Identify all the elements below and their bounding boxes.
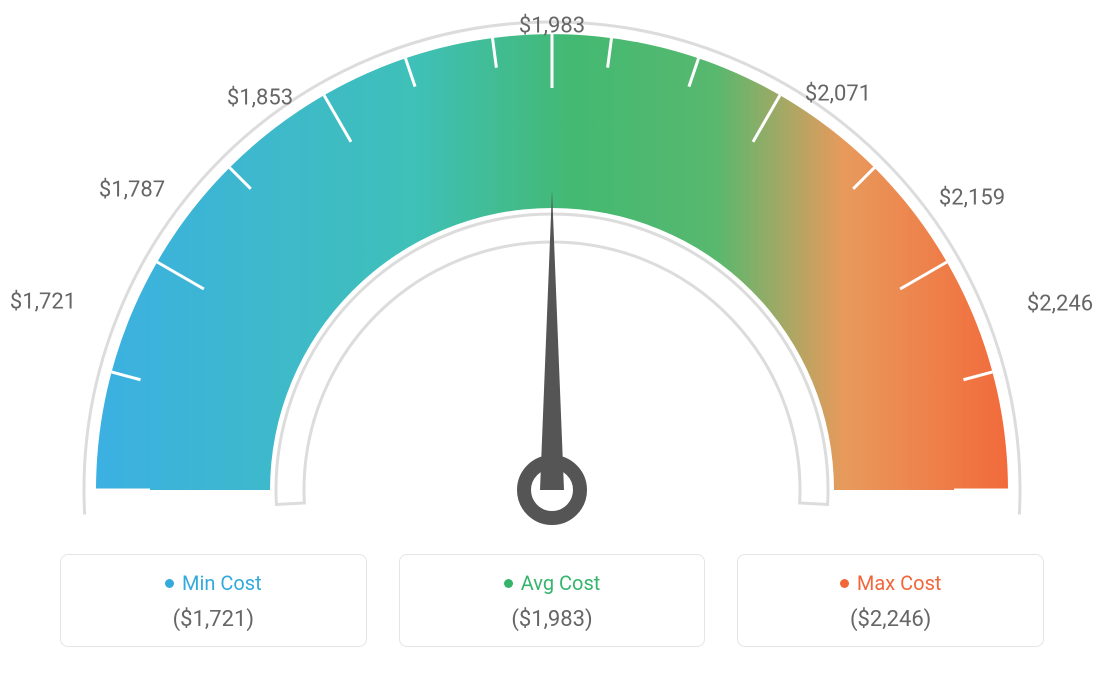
gauge-tick-labels: $1,721 $1,787 $1,853 $1,983 $2,071 $2,159 $2,2… xyxy=(0,0,1104,540)
legend-row: Min Cost ($1,721) Avg Cost ($1,983) Max Cost… xyxy=(0,540,1104,647)
gauge-tick-label: $2,159 xyxy=(939,186,1005,211)
gauge-tick-label: $1,721 xyxy=(10,290,76,315)
legend-head: Avg Cost xyxy=(412,571,693,595)
legend-head: Max Cost xyxy=(750,571,1031,595)
legend-label: Min Cost xyxy=(182,571,262,595)
legend-card-max: Max Cost ($2,246) xyxy=(737,554,1044,647)
legend-value: ($1,983) xyxy=(412,607,693,632)
gauge-tick-label: $2,246 xyxy=(1027,292,1093,317)
gauge-tick-label: $1,983 xyxy=(519,14,585,39)
legend-value: ($2,246) xyxy=(750,607,1031,632)
gauge-tick-label: $1,787 xyxy=(99,178,165,203)
legend-label: Max Cost xyxy=(857,571,942,595)
gauge-tick-label: $2,071 xyxy=(805,82,871,107)
legend-card-min: Min Cost ($1,721) xyxy=(60,554,367,647)
legend-value: ($1,721) xyxy=(73,607,354,632)
legend-dot-min xyxy=(165,579,174,588)
legend-head: Min Cost xyxy=(73,571,354,595)
legend-dot-max xyxy=(840,579,849,588)
legend-label: Avg Cost xyxy=(521,571,601,595)
legend-dot-avg xyxy=(504,579,513,588)
legend-card-avg: Avg Cost ($1,983) xyxy=(399,554,706,647)
gauge-tick-label: $1,853 xyxy=(227,86,293,111)
gauge-chart: $1,721 $1,787 $1,853 $1,983 $2,071 $2,159 $2,2… xyxy=(0,0,1104,540)
